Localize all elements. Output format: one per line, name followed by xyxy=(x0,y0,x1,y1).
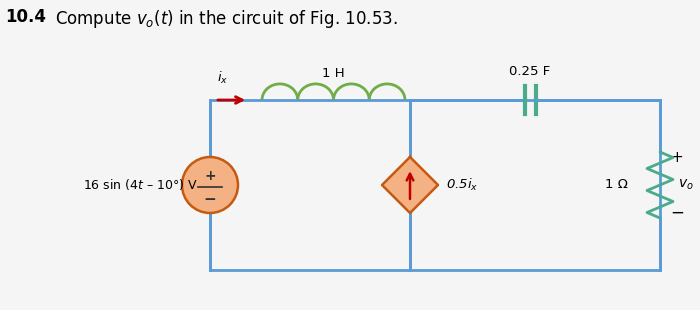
Polygon shape xyxy=(382,157,438,213)
Text: Compute $v_o(t)$ in the circuit of Fig. 10.53.: Compute $v_o(t)$ in the circuit of Fig. … xyxy=(55,8,398,30)
Text: −: − xyxy=(670,204,684,222)
Text: 1 H: 1 H xyxy=(322,67,345,80)
Circle shape xyxy=(182,157,238,213)
Text: 1 Ω: 1 Ω xyxy=(605,179,628,192)
Text: 0.25 F: 0.25 F xyxy=(510,65,551,78)
Text: $v_o$: $v_o$ xyxy=(678,178,694,192)
Text: $i_x$: $i_x$ xyxy=(217,70,228,86)
Text: 10.4: 10.4 xyxy=(5,8,46,26)
Text: −: − xyxy=(204,192,216,206)
Text: 16 sin (4$t$ – 10°) V: 16 sin (4$t$ – 10°) V xyxy=(83,178,198,193)
Text: +: + xyxy=(204,169,216,183)
Text: +: + xyxy=(670,149,682,165)
Text: 0.5$i_x$: 0.5$i_x$ xyxy=(446,177,478,193)
